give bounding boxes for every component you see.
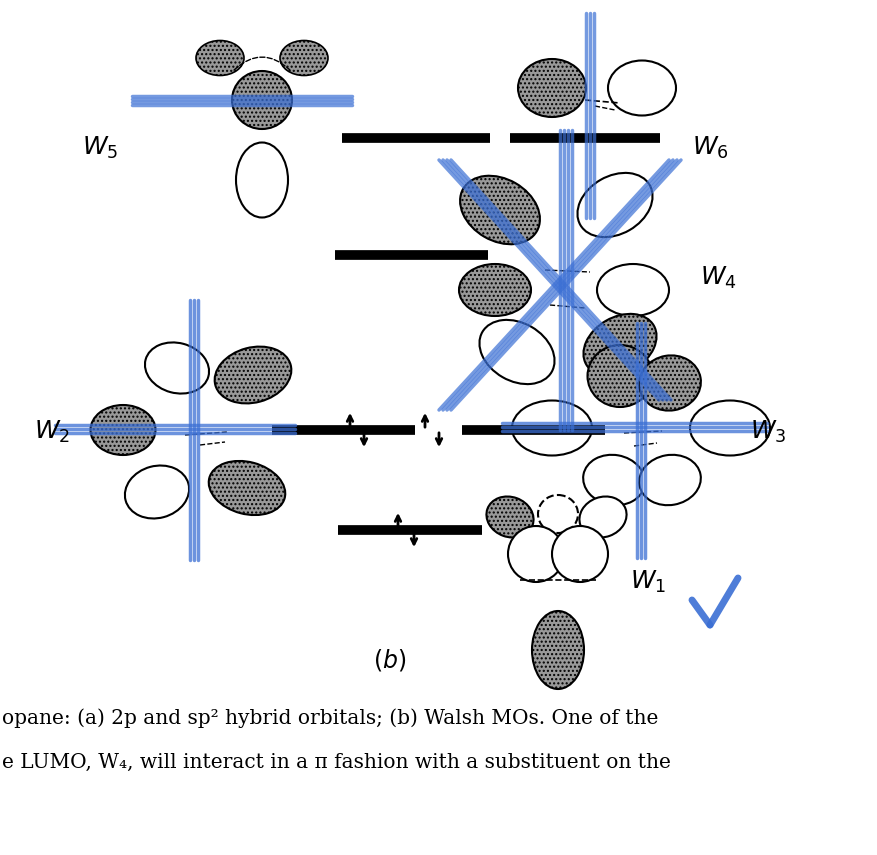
- Ellipse shape: [583, 455, 645, 505]
- Text: $W_2$: $W_2$: [34, 419, 70, 445]
- Text: e LUMO, W₄, will interact in a π fashion with a substituent on the: e LUMO, W₄, will interact in a π fashion…: [2, 752, 671, 771]
- Ellipse shape: [480, 320, 554, 384]
- Ellipse shape: [577, 173, 652, 237]
- Ellipse shape: [518, 59, 586, 117]
- Ellipse shape: [125, 465, 189, 518]
- Ellipse shape: [90, 405, 155, 455]
- Ellipse shape: [232, 71, 292, 129]
- Text: $W_6$: $W_6$: [692, 135, 729, 161]
- Ellipse shape: [459, 264, 531, 316]
- Ellipse shape: [583, 314, 657, 376]
- Ellipse shape: [487, 497, 533, 538]
- Text: $W_4$: $W_4$: [700, 265, 737, 291]
- Text: $W_3$: $W_3$: [750, 419, 787, 445]
- Ellipse shape: [280, 40, 328, 75]
- Ellipse shape: [639, 356, 701, 410]
- Ellipse shape: [512, 400, 592, 456]
- Ellipse shape: [532, 611, 584, 689]
- Ellipse shape: [196, 40, 244, 75]
- Ellipse shape: [690, 400, 770, 456]
- Text: $(b)$: $(b)$: [374, 647, 407, 673]
- Ellipse shape: [236, 143, 288, 217]
- Circle shape: [508, 526, 564, 582]
- Text: $W_1$: $W_1$: [630, 569, 667, 595]
- Ellipse shape: [145, 343, 209, 393]
- Ellipse shape: [580, 497, 626, 538]
- Circle shape: [552, 526, 608, 582]
- Ellipse shape: [639, 455, 701, 505]
- Ellipse shape: [460, 176, 540, 245]
- Ellipse shape: [588, 345, 652, 407]
- Text: $W_5$: $W_5$: [82, 135, 118, 161]
- Text: opane: (a) 2p and sp² hybrid orbitals; (b) Walsh MOs. One of the: opane: (a) 2p and sp² hybrid orbitals; (…: [2, 708, 659, 728]
- Ellipse shape: [209, 461, 285, 515]
- Ellipse shape: [538, 495, 578, 533]
- Ellipse shape: [608, 61, 676, 115]
- Ellipse shape: [597, 264, 669, 316]
- Ellipse shape: [215, 346, 291, 404]
